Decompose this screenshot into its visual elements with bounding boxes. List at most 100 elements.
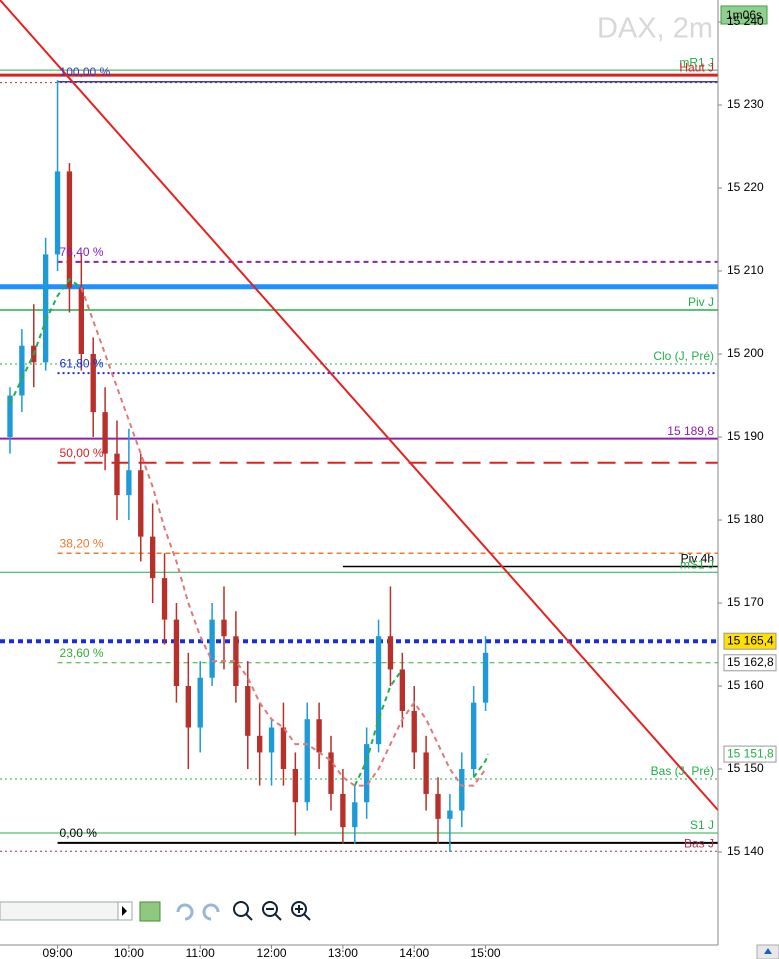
chart-title: DAX, 2m [597, 13, 713, 45]
moving-average [80, 287, 487, 787]
fib-label: 38,20 % [60, 536, 104, 550]
candle-body [42, 254, 49, 363]
candle-body [138, 470, 144, 537]
candle-body [435, 793, 441, 819]
x-tick-label: 09:00 [43, 946, 73, 959]
candle-body [66, 171, 73, 288]
candle-body [197, 677, 203, 728]
candle-body [161, 578, 168, 620]
candle-body [90, 354, 96, 413]
price-tag-label: 15 162,8 [727, 655, 774, 669]
candle-body [54, 171, 61, 255]
candle-body [328, 752, 334, 794]
candle-body [399, 669, 406, 711]
level-label: Bas J [684, 836, 714, 850]
fib-label: 0,00 % [60, 826, 98, 840]
timer: 1m06s [726, 8, 762, 22]
candle-body [221, 619, 227, 637]
level-label: Bas (J, Pré) [651, 764, 714, 778]
redo-button[interactable] [202, 903, 220, 921]
price-axis [718, 0, 779, 959]
candle-body [340, 793, 346, 828]
y-tick-label: 15 200 [727, 346, 764, 360]
calendar-button[interactable] [139, 901, 161, 922]
plot-area [0, 0, 718, 945]
candle-body [268, 727, 275, 753]
trendline [0, 0, 719, 811]
x-tick-label: 15:00 [471, 946, 501, 959]
zoom-glyphs [245, 905, 311, 921]
fib-label: 100,00 % [60, 65, 111, 79]
level-label: mR1 J [679, 55, 714, 69]
zoom-fit-button[interactable] [233, 901, 249, 917]
marks [0, 0, 719, 853]
candle-body [149, 536, 156, 579]
candle-body [423, 752, 429, 794]
candle-body [482, 652, 489, 703]
x-tick-label: 10:00 [114, 946, 144, 959]
candle-body [7, 395, 13, 438]
fib-label: 23,60 % [60, 646, 104, 660]
candle-body [280, 727, 287, 770]
x-tick-label: 11:00 [186, 946, 215, 959]
toolbar [0, 901, 311, 922]
y-tick-label: 15 160 [727, 678, 764, 692]
candle-body [316, 719, 322, 753]
y-tick-label: 15 140 [727, 844, 764, 858]
fib-label: 61,80 % [60, 356, 104, 370]
moving-average [9, 277, 489, 787]
candle-body [459, 769, 465, 811]
fib-label: 76,40 % [60, 245, 104, 259]
x-tick-label: 14:00 [399, 946, 429, 959]
candle-body [126, 470, 132, 496]
y-tick-label: 15 170 [727, 595, 764, 609]
candle-body [245, 686, 251, 736]
arrow-icon [122, 906, 127, 916]
y-tick-label: 15 180 [727, 512, 764, 526]
timer-tag [720, 5, 768, 25]
y-tick-label: 15 220 [727, 180, 764, 194]
level-label: Haut J [679, 60, 714, 74]
y-tick-label: 15 230 [727, 97, 764, 111]
candle-body [292, 769, 299, 803]
level-label: Clo (J, Pré) [653, 349, 714, 363]
fib-label: 50,00 % [60, 446, 104, 460]
candle-body [114, 453, 120, 496]
candle-body [304, 719, 310, 803]
candle-body [352, 802, 358, 828]
candle-body [102, 412, 108, 454]
candle-body [387, 636, 394, 670]
undo-button[interactable] [176, 903, 194, 921]
candle-body [470, 702, 477, 770]
candle-body [209, 619, 215, 678]
level-label: mS1 J [680, 557, 714, 571]
level-label: Piv 4h [681, 552, 714, 566]
price-tag-label: 15 151,8 [727, 746, 774, 760]
candle-body [173, 619, 180, 687]
candle-body [233, 636, 239, 687]
x-tick-label: 13:00 [328, 946, 358, 959]
price-tag [723, 654, 777, 672]
scrollbar[interactable] [0, 901, 119, 921]
candle-body [256, 735, 263, 753]
candle-body [185, 686, 192, 728]
candle-body [411, 710, 417, 753]
candle-body [78, 287, 84, 355]
x-tick-label: 12:00 [257, 946, 287, 959]
candle-body [363, 744, 370, 803]
candle-body [19, 345, 25, 396]
level-label: Piv J [688, 295, 714, 309]
price-tag [723, 745, 777, 763]
scroll-arrow [764, 948, 772, 954]
y-tick-label: 15 240 [727, 14, 764, 28]
y-tick-label: 15 190 [727, 429, 764, 443]
y-tick-label: 15 150 [727, 761, 764, 775]
candle-body [447, 810, 453, 819]
price-tag-label: 15 165,4 [727, 633, 774, 647]
level-label: S1 J [690, 818, 714, 832]
time-axis [0, 945, 779, 959]
level-label: 15 189,8 [667, 424, 714, 438]
y-tick-label: 15 210 [727, 263, 764, 277]
